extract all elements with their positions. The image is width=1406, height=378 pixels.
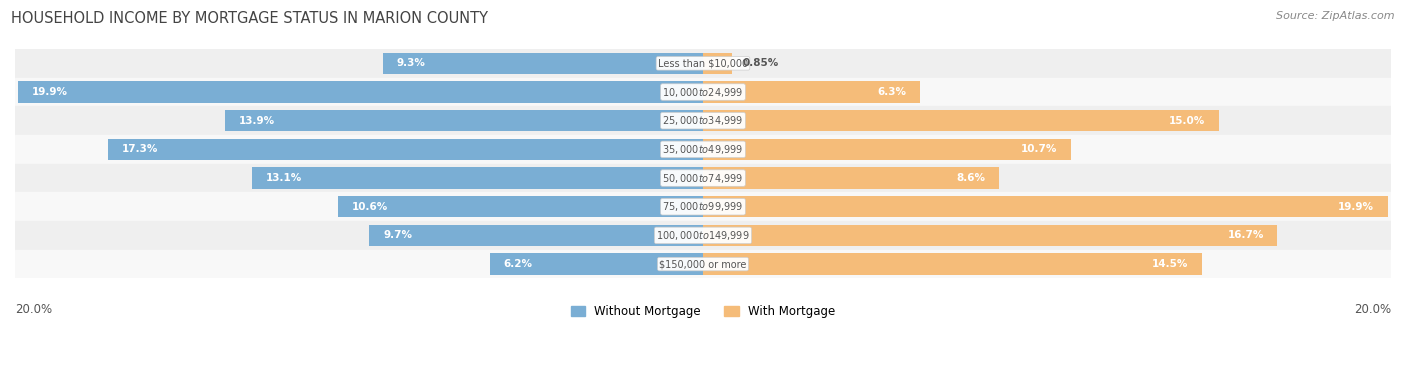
Text: Source: ZipAtlas.com: Source: ZipAtlas.com bbox=[1277, 11, 1395, 21]
Text: 6.2%: 6.2% bbox=[503, 259, 533, 269]
Text: 16.7%: 16.7% bbox=[1227, 231, 1264, 240]
Bar bbox=[15, 164, 1391, 192]
Bar bbox=[703, 253, 1202, 275]
Text: 19.9%: 19.9% bbox=[1337, 202, 1374, 212]
Bar bbox=[252, 167, 703, 189]
Text: HOUSEHOLD INCOME BY MORTGAGE STATUS IN MARION COUNTY: HOUSEHOLD INCOME BY MORTGAGE STATUS IN M… bbox=[11, 11, 488, 26]
Bar bbox=[15, 192, 1391, 221]
Text: 6.3%: 6.3% bbox=[877, 87, 905, 97]
Bar bbox=[339, 196, 703, 217]
Bar bbox=[15, 78, 1391, 106]
Text: $50,000 to $74,999: $50,000 to $74,999 bbox=[662, 172, 744, 184]
Bar bbox=[489, 253, 703, 275]
Text: 20.0%: 20.0% bbox=[15, 304, 52, 316]
Text: $10,000 to $24,999: $10,000 to $24,999 bbox=[662, 85, 744, 99]
Bar bbox=[15, 49, 1391, 78]
Text: Less than $10,000: Less than $10,000 bbox=[658, 58, 748, 68]
Bar bbox=[225, 110, 703, 132]
Text: 8.6%: 8.6% bbox=[956, 173, 986, 183]
Bar bbox=[15, 250, 1391, 279]
Bar bbox=[703, 167, 998, 189]
Text: $75,000 to $99,999: $75,000 to $99,999 bbox=[662, 200, 744, 213]
Text: 14.5%: 14.5% bbox=[1152, 259, 1188, 269]
Text: 13.9%: 13.9% bbox=[239, 116, 274, 126]
Legend: Without Mortgage, With Mortgage: Without Mortgage, With Mortgage bbox=[567, 301, 839, 323]
Bar bbox=[382, 53, 703, 74]
Bar bbox=[15, 221, 1391, 250]
Bar bbox=[703, 81, 920, 103]
Text: 10.6%: 10.6% bbox=[352, 202, 388, 212]
Text: 10.7%: 10.7% bbox=[1021, 144, 1057, 154]
Text: $35,000 to $49,999: $35,000 to $49,999 bbox=[662, 143, 744, 156]
Bar bbox=[703, 53, 733, 74]
Bar bbox=[15, 106, 1391, 135]
Bar bbox=[703, 196, 1388, 217]
Text: 9.3%: 9.3% bbox=[396, 58, 426, 68]
Text: 15.0%: 15.0% bbox=[1168, 116, 1205, 126]
Text: 19.9%: 19.9% bbox=[32, 87, 69, 97]
Text: 13.1%: 13.1% bbox=[266, 173, 302, 183]
Text: 9.7%: 9.7% bbox=[382, 231, 412, 240]
Bar bbox=[18, 81, 703, 103]
Bar bbox=[370, 225, 703, 246]
Text: $25,000 to $34,999: $25,000 to $34,999 bbox=[662, 114, 744, 127]
Bar bbox=[703, 139, 1071, 160]
Bar bbox=[15, 135, 1391, 164]
Text: 20.0%: 20.0% bbox=[1354, 304, 1391, 316]
Text: $150,000 or more: $150,000 or more bbox=[659, 259, 747, 269]
Text: $100,000 to $149,999: $100,000 to $149,999 bbox=[657, 229, 749, 242]
Text: 0.85%: 0.85% bbox=[742, 58, 779, 68]
Bar bbox=[108, 139, 703, 160]
Bar bbox=[703, 225, 1278, 246]
Text: 17.3%: 17.3% bbox=[122, 144, 157, 154]
Bar bbox=[703, 110, 1219, 132]
